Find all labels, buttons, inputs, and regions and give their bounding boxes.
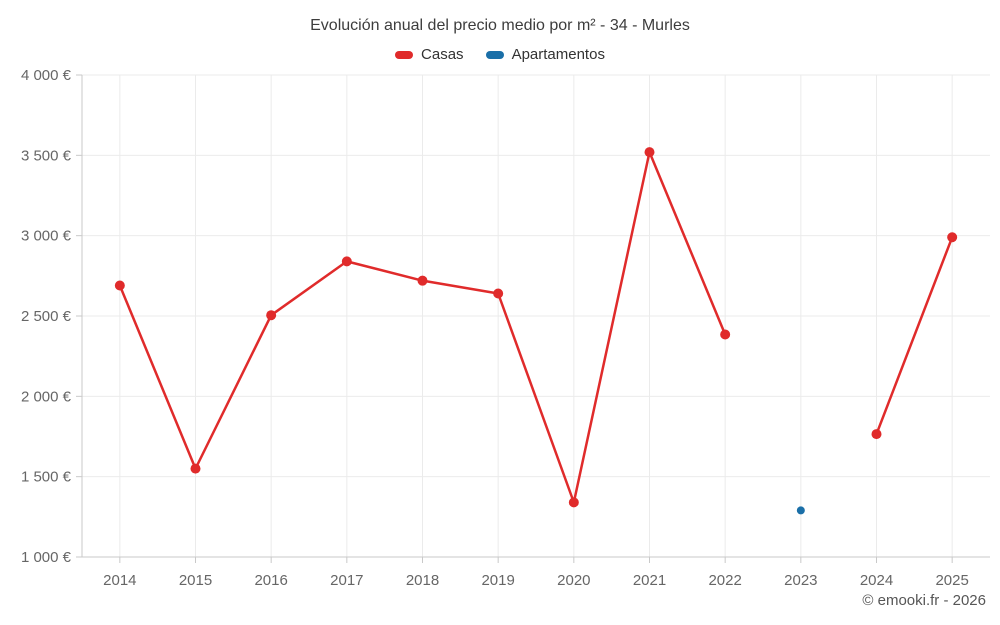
x-tick-label: 2025 [935, 572, 968, 589]
x-tick-label: 2022 [708, 572, 741, 589]
series-casas-line [875, 236, 954, 436]
y-tick-label: 2 500 € [21, 308, 72, 325]
y-tick-label: 1 500 € [21, 469, 72, 486]
x-tick-label: 2023 [784, 572, 817, 589]
series-casas-point-2018[interactable] [417, 275, 428, 286]
series-casas-point-2025[interactable] [947, 232, 958, 243]
series-casas-point-2017[interactable] [341, 256, 352, 267]
legend-item-apartamentos[interactable]: Apartamentos [485, 46, 605, 63]
x-tick-label: 2021 [633, 572, 666, 589]
chart-title: Evolución anual del precio medio por m² … [310, 17, 690, 34]
legend-label: Casas [421, 46, 464, 63]
chart-footer: © emooki.fr - 2026 [862, 592, 986, 609]
y-tick-label: 2 000 € [21, 388, 72, 405]
series-casas-point-2014[interactable] [114, 280, 125, 291]
series-casas-point-2019[interactable] [493, 288, 504, 299]
legend-label: Apartamentos [511, 46, 605, 63]
x-tick-label: 2014 [103, 572, 136, 589]
legend-item-casas[interactable]: Casas [395, 46, 464, 63]
series-apartamentos-point-2023[interactable] [796, 506, 805, 515]
y-tick-label: 3 000 € [21, 228, 72, 245]
x-tick-label: 2020 [557, 572, 590, 589]
chart-legend: Casas Apartamentos [0, 46, 1000, 63]
series-casas-point-2015[interactable] [190, 463, 201, 474]
x-tick-label: 2024 [860, 572, 893, 589]
y-tick-label: 4 000 € [21, 67, 72, 84]
legend-swatch-icon [395, 50, 414, 59]
x-tick-label: 2015 [179, 572, 212, 589]
x-tick-label: 2016 [254, 572, 287, 589]
x-tick-label: 2017 [330, 572, 363, 589]
y-tick-label: 1 000 € [21, 549, 72, 566]
y-tick-label: 3 500 € [21, 147, 72, 164]
x-tick-label: 2018 [406, 572, 439, 589]
series-casas-point-2021[interactable] [644, 147, 655, 158]
series-casas-point-2020[interactable] [568, 497, 579, 508]
x-tick-label: 2019 [481, 572, 514, 589]
legend-swatch-icon [485, 50, 504, 59]
series-casas-point-2022[interactable] [720, 329, 731, 340]
series-casas-point-2024[interactable] [871, 429, 882, 440]
series-casas-point-2016[interactable] [266, 310, 277, 321]
